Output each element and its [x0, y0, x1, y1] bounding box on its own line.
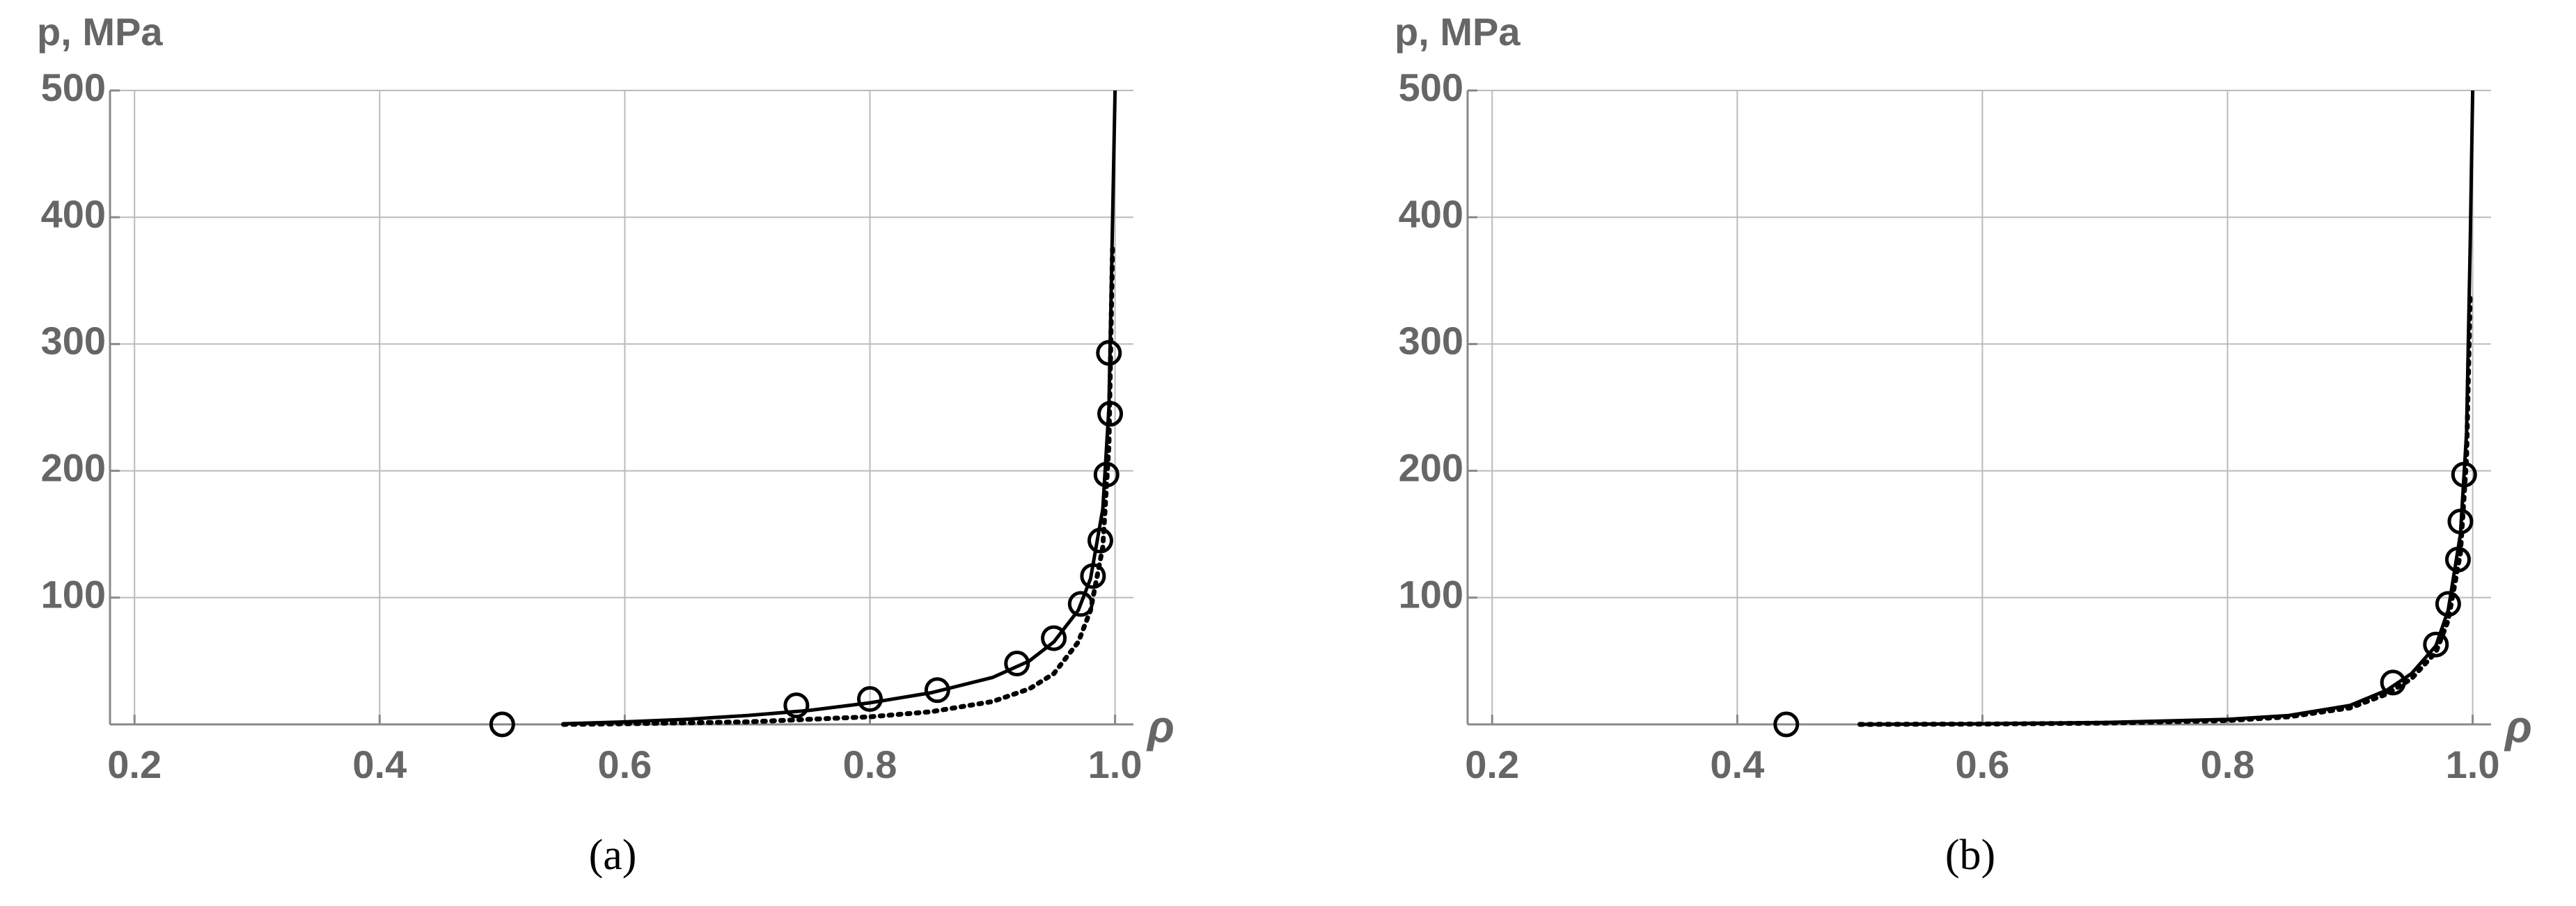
x-tick-label: 0.6 — [1955, 742, 2009, 786]
data-point — [1004, 651, 1030, 677]
solid-line — [1860, 90, 2475, 726]
x-tick-label: 0.4 — [1710, 742, 1764, 786]
x-tick-label: 0.8 — [843, 742, 897, 786]
y-axis-label: p, MPa — [1395, 10, 1521, 54]
data-point — [856, 686, 883, 713]
y-tick-label: 200 — [41, 445, 106, 489]
data-point — [1773, 711, 1800, 738]
x-tick-label: 0.4 — [352, 742, 407, 786]
data-point — [1041, 625, 1067, 651]
caption: (a) — [589, 832, 637, 879]
y-tick-label: 500 — [41, 65, 106, 109]
solid-line — [563, 90, 1117, 726]
y-tick-label: 300 — [1399, 319, 1463, 363]
dotted-line — [1857, 291, 2473, 727]
data-point — [783, 692, 810, 719]
data-point — [2423, 631, 2449, 658]
x-tick-label: 1.0 — [2446, 742, 2500, 786]
y-tick-label: 400 — [1399, 192, 1463, 236]
x-tick-label: 0.2 — [1465, 742, 1519, 786]
caption: (b) — [1945, 832, 1995, 879]
y-tick-label: 400 — [41, 192, 106, 236]
y-tick-label: 200 — [1399, 445, 1463, 489]
x-axis-label: ρ — [1146, 701, 1175, 752]
x-tick-label: 0.6 — [597, 742, 652, 786]
x-tick-label: 0.2 — [107, 742, 162, 786]
y-tick-label: 100 — [1399, 573, 1463, 617]
x-tick-label: 0.8 — [2201, 742, 2255, 786]
y-tick-label: 500 — [1399, 65, 1463, 109]
data-point — [489, 711, 515, 738]
dotted-line — [560, 240, 1115, 727]
x-axis-label: ρ — [2504, 701, 2532, 752]
x-tick-label: 1.0 — [1088, 742, 1142, 786]
y-tick-label: 100 — [41, 573, 106, 617]
y-axis-label: p, MPa — [37, 10, 163, 54]
y-tick-label: 300 — [41, 319, 106, 363]
